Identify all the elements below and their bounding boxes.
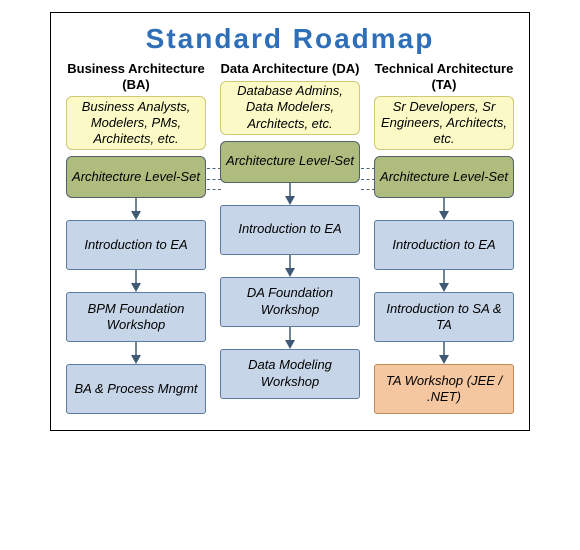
column-header: Business Architecture (BA) — [63, 61, 209, 92]
arrow-down-icon — [283, 327, 297, 349]
audience-box: Business Analysts, Modelers, PMs, Archit… — [66, 96, 206, 150]
arrow-down-icon — [129, 198, 143, 220]
roadmap-frame: Standard Roadmap Business Architecture (… — [50, 12, 530, 431]
dash-connector-icon — [207, 158, 221, 200]
level-set-box: Architecture Level-Set — [220, 141, 360, 183]
level-set-box: Architecture Level-Set — [66, 156, 206, 198]
step-box: Introduction to EA — [220, 205, 360, 255]
step-box: Introduction to EA — [374, 220, 514, 270]
arrow-down-icon — [437, 198, 451, 220]
arrow-down-icon — [437, 270, 451, 292]
arrow-down-icon — [283, 255, 297, 277]
step-box: DA Foundation Workshop — [220, 277, 360, 327]
arrow-down-icon — [437, 342, 451, 364]
audience-box: Database Admins, Data Modelers, Architec… — [220, 81, 360, 135]
step-box: Introduction to SA & TA — [374, 292, 514, 342]
step-box: Introduction to EA — [66, 220, 206, 270]
column-header: Technical Architecture (TA) — [371, 61, 517, 92]
arrow-down-icon — [129, 270, 143, 292]
page-title: Standard Roadmap — [63, 23, 517, 55]
step-box: Data Modeling Workshop — [220, 349, 360, 399]
level-set-box: Architecture Level-Set — [374, 156, 514, 198]
step-box: BPM Foundation Workshop — [66, 292, 206, 342]
column-header: Data Architecture (DA) — [221, 61, 360, 77]
column-da: Data Architecture (DA) Database Admins, … — [217, 61, 363, 414]
arrow-down-icon — [129, 342, 143, 364]
dash-connector-icon — [361, 158, 375, 200]
column-ba: Business Architecture (BA) Business Anal… — [63, 61, 209, 414]
step-box: TA Workshop (JEE / .NET) — [374, 364, 514, 414]
column-ta: Technical Architecture (TA) Sr Developer… — [371, 61, 517, 414]
arrow-down-icon — [283, 183, 297, 205]
step-box: BA & Process Mngmt — [66, 364, 206, 414]
columns-container: Business Architecture (BA) Business Anal… — [63, 61, 517, 414]
audience-box: Sr Developers, Sr Engineers, Architects,… — [374, 96, 514, 150]
